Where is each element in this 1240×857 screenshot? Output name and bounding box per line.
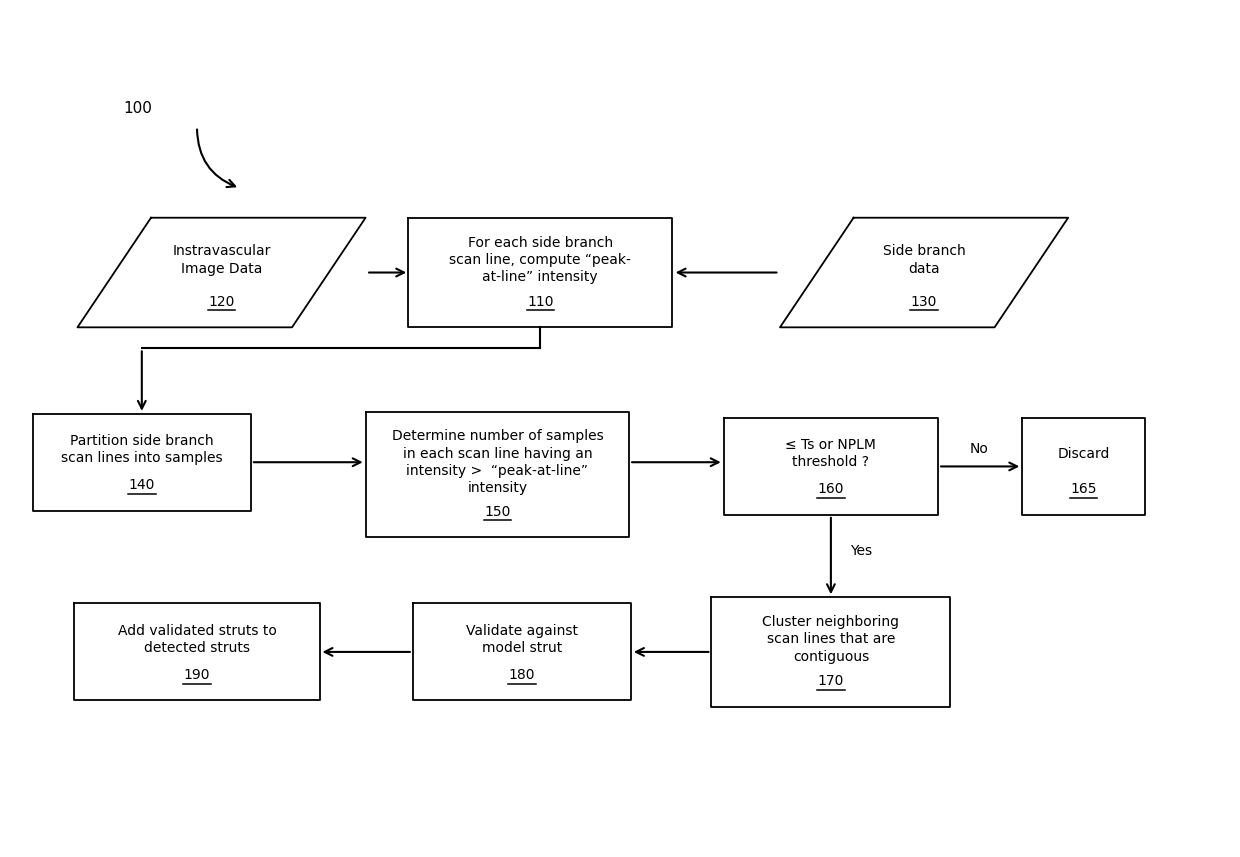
Text: Add validated struts to
detected struts: Add validated struts to detected struts (118, 624, 277, 655)
FancyArrowPatch shape (197, 129, 236, 187)
Text: 180: 180 (508, 668, 536, 682)
Text: 100: 100 (124, 100, 153, 116)
Text: Validate against
model strut: Validate against model strut (466, 624, 578, 655)
Text: 165: 165 (1070, 482, 1096, 496)
Text: Determine number of samples
in each scan line having an
intensity >  “peak-at-li: Determine number of samples in each scan… (392, 429, 604, 495)
Text: 170: 170 (817, 674, 844, 688)
Text: 190: 190 (184, 668, 211, 682)
Text: Side branch
data: Side branch data (883, 244, 966, 276)
Text: Yes: Yes (851, 543, 873, 558)
Text: Cluster neighboring
scan lines that are
contiguous: Cluster neighboring scan lines that are … (763, 615, 899, 663)
Text: ≤ Ts or NPLM
threshold ?: ≤ Ts or NPLM threshold ? (785, 438, 877, 470)
Text: For each side branch
scan line, compute “peak-
at-line” intensity: For each side branch scan line, compute … (449, 236, 631, 285)
Text: 110: 110 (527, 295, 553, 309)
Text: 120: 120 (208, 295, 234, 309)
Text: Discard: Discard (1058, 446, 1110, 461)
Text: 130: 130 (911, 295, 937, 309)
Text: 140: 140 (129, 478, 155, 492)
Text: Instravascular
Image Data: Instravascular Image Data (172, 244, 270, 276)
Text: 150: 150 (484, 505, 511, 518)
Text: No: No (970, 442, 988, 456)
Text: Partition side branch
scan lines into samples: Partition side branch scan lines into sa… (61, 434, 223, 465)
Text: 160: 160 (817, 482, 844, 496)
